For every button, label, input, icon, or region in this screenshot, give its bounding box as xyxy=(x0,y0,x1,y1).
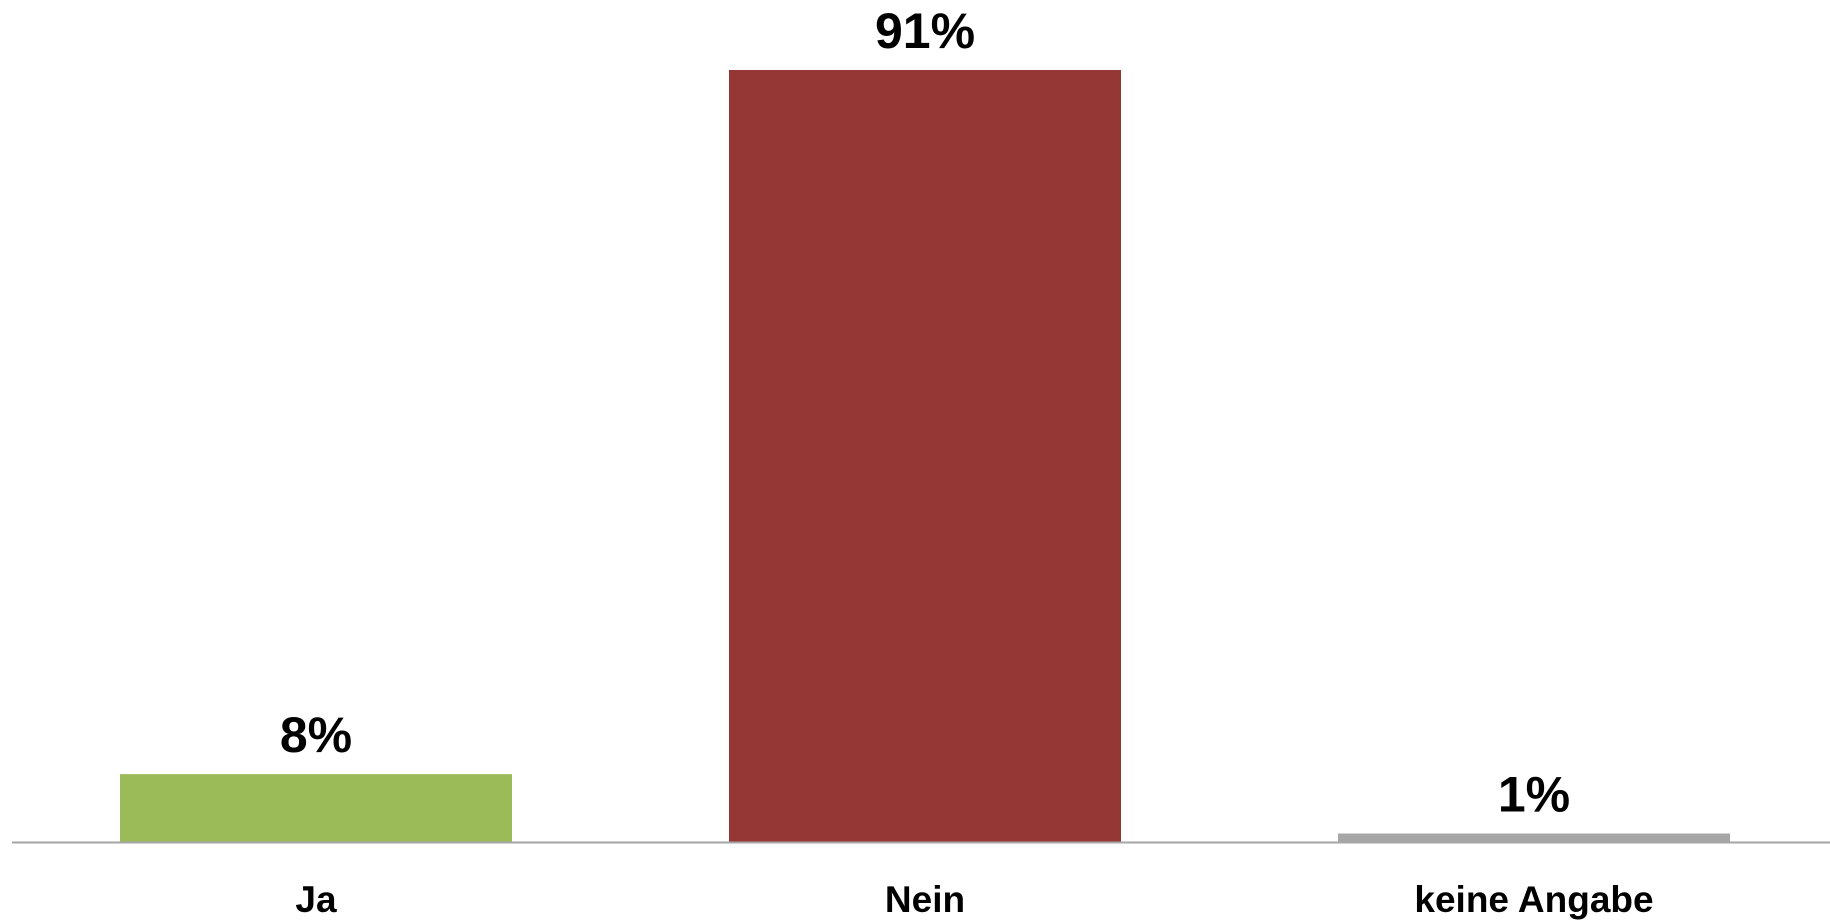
x-tick-label-3: keine Angabe xyxy=(1414,879,1653,920)
bar-2 xyxy=(729,70,1121,842)
data-label-2: 91% xyxy=(875,3,975,59)
data-label-1: 8% xyxy=(280,707,352,763)
data-label-3: 1% xyxy=(1498,767,1570,823)
x-tick-label-1: Ja xyxy=(295,879,337,920)
bar-3 xyxy=(1338,833,1730,842)
bar-1 xyxy=(120,774,512,842)
x-tick-label-2: Nein xyxy=(885,879,965,920)
